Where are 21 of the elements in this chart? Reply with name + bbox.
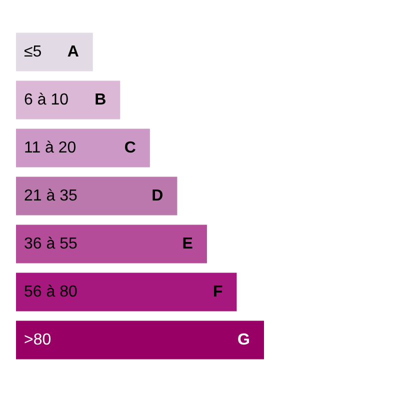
y-tick-label: >80: [24, 331, 52, 348]
y-tick-label: 21 à 35: [24, 187, 78, 204]
y-tick-label: 56 à 80: [24, 283, 78, 300]
y-tick-label: 11 à 20: [24, 139, 76, 156]
annotation: G: [238, 331, 250, 348]
annotation: A: [67, 43, 80, 60]
bar: [16, 32, 93, 72]
bar: [16, 80, 120, 120]
annotation: C: [124, 139, 136, 156]
bar: [16, 320, 264, 360]
annotation: E: [182, 235, 194, 252]
y-tick-label: 6 à 10: [24, 91, 69, 108]
annotation: B: [94, 91, 106, 108]
bar: [16, 272, 237, 312]
annotation: F: [212, 283, 223, 300]
y-tick-label: 36 à 55: [24, 235, 78, 252]
bar: [16, 224, 207, 264]
annotation: D: [152, 187, 164, 204]
y-tick-label: ≤5: [24, 43, 42, 60]
bar: [16, 128, 150, 168]
bar: [16, 176, 178, 216]
